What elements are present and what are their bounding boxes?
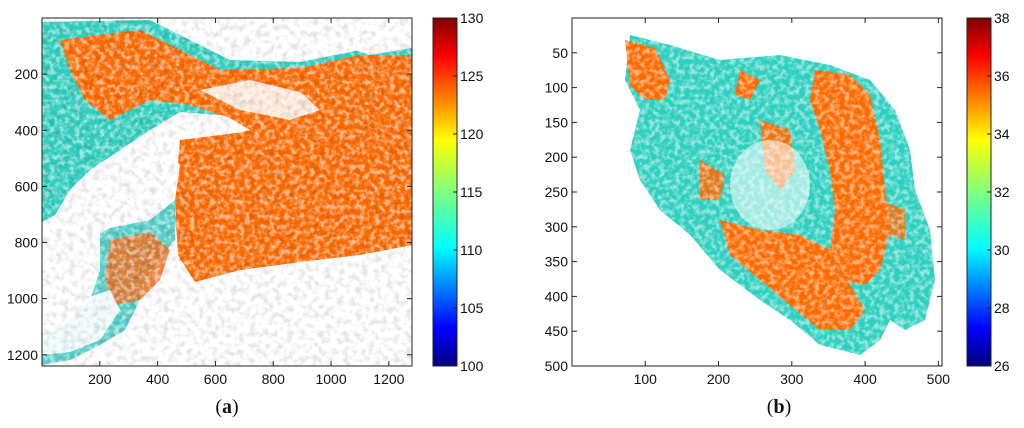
- panel-a-y-tick-label: 800: [15, 235, 39, 251]
- panel-b-colorbar-tick-label: 26: [994, 358, 1010, 374]
- panel-b-heatmap: [572, 18, 942, 366]
- panel-a-colorbar-tick-label: 125: [460, 68, 484, 84]
- panel-a-x-tick-label: 600: [204, 371, 228, 387]
- panel-b-x-tick-label: 400: [853, 371, 877, 387]
- panel-a-x-tick-label: 200: [88, 371, 112, 387]
- panel-b-ticks: 100 200 300 400 500 50 100 150 200 250 300 350 400 45…: [545, 18, 951, 387]
- panel-b-y-tick-label: 500: [545, 358, 569, 374]
- panel-a-colorbar-tick-label: 105: [460, 300, 484, 316]
- panel-b-y-tick-label: 300: [545, 219, 569, 235]
- panel-b-x-tick-label: 100: [634, 371, 658, 387]
- panel-a-colorbar-tick-label: 115: [460, 184, 483, 200]
- panel-b-y-tick-label: 400: [545, 288, 569, 304]
- panel-b-colorbar-tick-label: 32: [994, 184, 1010, 200]
- panel-a-x-tick-label: 1200: [373, 371, 404, 387]
- panel-a-y-tick-label: 200: [15, 66, 39, 82]
- panel-b: 100 200 300 400 500 50 100 150 200 250 300 350 400 45…: [545, 10, 1010, 418]
- panel-b-x-tick-label: 300: [780, 371, 804, 387]
- panel-b-x-tick-label: 200: [707, 371, 731, 387]
- panel-b-colorbar-tick-label: 38: [994, 10, 1010, 26]
- panel-b-y-tick-label: 200: [545, 149, 569, 165]
- panel-b-colorbar-tick-label: 30: [994, 242, 1010, 258]
- panel-b-colorbar-tick-label: 34: [994, 126, 1010, 142]
- panel-a-colorbar-tick-label: 120: [460, 126, 484, 142]
- panel-a-x-tick-label: 1000: [315, 371, 346, 387]
- panel-b-y-tick-label: 100: [545, 80, 569, 96]
- panel-a-heatmap: [42, 18, 412, 366]
- panel-a-colorbar-tick-label: 130: [460, 10, 484, 26]
- panel-b-colorbar-tick-label: 36: [994, 68, 1010, 84]
- panel-a-y-tick-label: 400: [15, 122, 39, 138]
- panel-a-y-tick-label: 1000: [7, 291, 38, 307]
- panel-b-y-tick-label: 350: [545, 254, 569, 270]
- panel-a-y-tick-label: 1200: [7, 347, 38, 363]
- panel-b-y-tick-label: 450: [545, 323, 569, 339]
- panel-a-caption: (a): [215, 396, 238, 418]
- panel-a-ticks: 200 400 600 800 1000 1200 200 400 600 800 1000 1200: [7, 18, 412, 387]
- panel-b-x-tick-label: 500: [927, 371, 951, 387]
- panel-b-y-tick-label: 150: [545, 114, 569, 130]
- panel-a-label: a: [222, 396, 232, 418]
- panel-a-colorbar-ticks: 100 105 110 115 120 125 130: [453, 10, 484, 374]
- panel-b-colorbar-ticks: 26 28 30 32 34 36 38: [987, 10, 1010, 374]
- panel-a-y-tick-label: 600: [15, 178, 39, 194]
- panel-b-y-tick-label: 50: [552, 45, 568, 61]
- panel-a-colorbar-tick-label: 100: [460, 358, 484, 374]
- panel-b-label: b: [773, 396, 784, 418]
- panel-a-x-tick-label: 400: [146, 371, 170, 387]
- panel-a-colorbar-tick-label: 110: [460, 242, 483, 258]
- panel-a: 200 400 600 800 1000 1200 200 400 600 800 1000 1200…: [7, 10, 484, 418]
- panel-a-x-tick-label: 800: [262, 371, 286, 387]
- panel-a-axes-frame: [41, 17, 413, 367]
- panel-b-colorbar-tick-label: 28: [994, 300, 1010, 316]
- panel-b-y-tick-label: 250: [545, 184, 569, 200]
- panel-b-caption: (b): [767, 396, 791, 418]
